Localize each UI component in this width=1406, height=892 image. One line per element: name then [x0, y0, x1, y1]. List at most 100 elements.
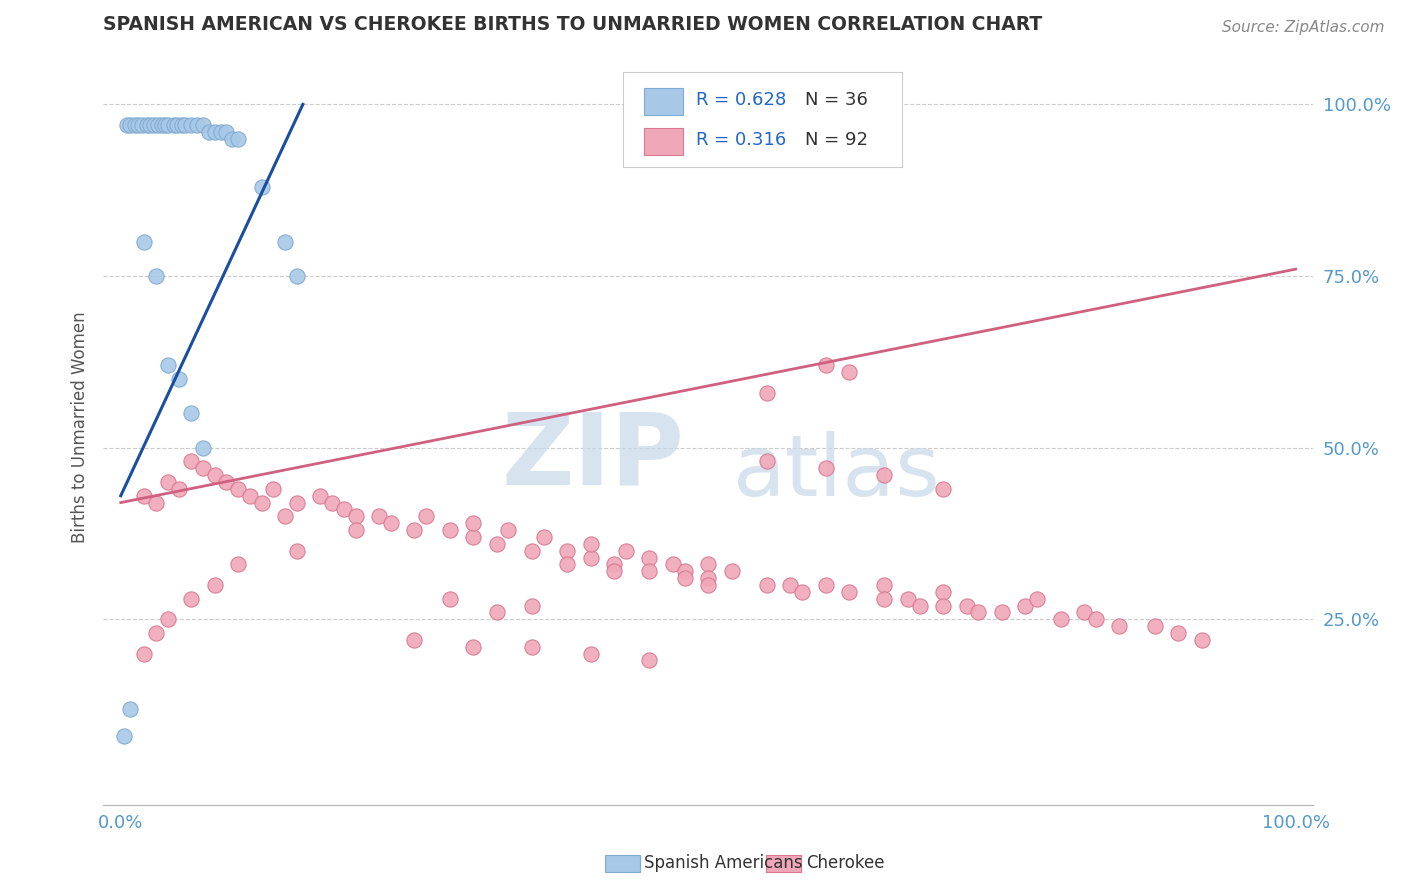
Point: [638, 550, 661, 565]
Point: [191, 118, 214, 132]
Point: [368, 509, 391, 524]
Point: [1143, 619, 1166, 633]
Point: [579, 537, 602, 551]
Point: [131, 118, 153, 132]
Point: [520, 599, 543, 613]
Point: [226, 482, 249, 496]
Text: N = 36: N = 36: [806, 91, 868, 109]
Point: [1014, 599, 1036, 613]
Point: [555, 558, 578, 572]
Point: [697, 571, 720, 585]
Point: [533, 530, 555, 544]
Point: [145, 626, 167, 640]
Point: [404, 632, 426, 647]
FancyBboxPatch shape: [644, 128, 683, 155]
Point: [697, 558, 720, 572]
Point: [209, 125, 232, 139]
Point: [155, 118, 177, 132]
Point: [991, 606, 1014, 620]
Point: [897, 591, 920, 606]
Point: [321, 495, 343, 509]
Text: R = 0.628: R = 0.628: [696, 91, 786, 109]
Point: [169, 372, 191, 386]
Point: [215, 475, 238, 489]
Point: [415, 509, 437, 524]
Text: Spanish Americans: Spanish Americans: [644, 855, 803, 872]
Point: [404, 523, 426, 537]
Point: [873, 468, 896, 483]
Point: [145, 495, 167, 509]
Point: [285, 268, 308, 283]
Point: [120, 118, 142, 132]
Point: [814, 578, 837, 592]
Point: [215, 125, 238, 139]
Point: [198, 125, 221, 139]
Point: [112, 729, 135, 743]
Point: [134, 489, 156, 503]
Point: [579, 647, 602, 661]
Point: [139, 118, 162, 132]
Point: [156, 475, 179, 489]
Point: [226, 558, 249, 572]
Point: [755, 578, 778, 592]
Point: [226, 131, 249, 145]
Point: [204, 468, 226, 483]
Point: [603, 564, 626, 578]
Point: [274, 235, 297, 249]
Point: [1026, 591, 1049, 606]
FancyBboxPatch shape: [644, 88, 683, 115]
Point: [285, 543, 308, 558]
Point: [148, 118, 170, 132]
Point: [838, 365, 860, 379]
Point: [127, 118, 149, 132]
Point: [309, 489, 332, 503]
Point: [662, 558, 685, 572]
Point: [956, 599, 979, 613]
Point: [555, 543, 578, 558]
Point: [250, 495, 273, 509]
Point: [463, 530, 485, 544]
Point: [755, 454, 778, 468]
Point: [344, 523, 367, 537]
Text: R = 0.316: R = 0.316: [696, 131, 786, 149]
Point: [908, 599, 931, 613]
Point: [463, 516, 485, 531]
Point: [485, 537, 508, 551]
Point: [135, 118, 157, 132]
Text: SPANISH AMERICAN VS CHEROKEE BIRTHS TO UNMARRIED WOMEN CORRELATION CHART: SPANISH AMERICAN VS CHEROKEE BIRTHS TO U…: [103, 15, 1042, 34]
Point: [614, 543, 637, 558]
Point: [638, 653, 661, 667]
Point: [932, 482, 955, 496]
Point: [814, 461, 837, 475]
Text: Source: ZipAtlas.com: Source: ZipAtlas.com: [1222, 20, 1385, 35]
Point: [814, 358, 837, 372]
Point: [792, 584, 814, 599]
Point: [873, 578, 896, 592]
Point: [498, 523, 520, 537]
Point: [156, 358, 179, 372]
Point: [134, 235, 156, 249]
Point: [204, 578, 226, 592]
Point: [673, 564, 696, 578]
Point: [204, 125, 226, 139]
Point: [485, 606, 508, 620]
Point: [603, 558, 626, 572]
Point: [520, 543, 543, 558]
Point: [142, 118, 165, 132]
Point: [174, 118, 197, 132]
Text: Cherokee: Cherokee: [806, 855, 884, 872]
Point: [1191, 632, 1213, 647]
Point: [115, 118, 138, 132]
Point: [697, 578, 720, 592]
Y-axis label: Births to Unmarried Women: Births to Unmarried Women: [72, 311, 89, 543]
Point: [1167, 626, 1189, 640]
Point: [439, 591, 461, 606]
Point: [1108, 619, 1130, 633]
Point: [838, 584, 860, 599]
Text: atlas: atlas: [733, 431, 941, 514]
Point: [1049, 612, 1071, 626]
Point: [520, 640, 543, 654]
Point: [180, 118, 202, 132]
Point: [239, 489, 262, 503]
Point: [579, 550, 602, 565]
